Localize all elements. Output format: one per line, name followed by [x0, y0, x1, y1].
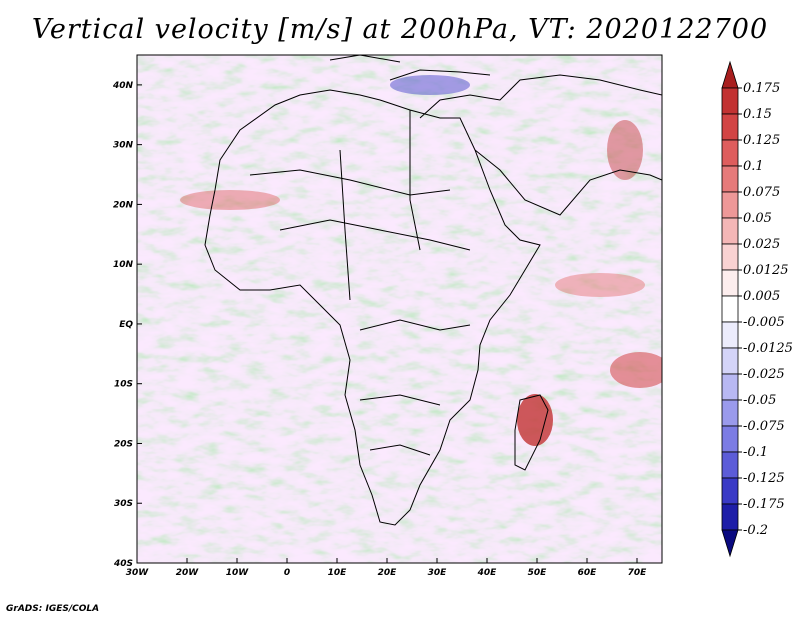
colorbar-swatch — [721, 139, 739, 167]
colorbar-label: 0.175 — [743, 81, 780, 96]
x-tick-label: 20W — [176, 568, 200, 578]
colorbar-swatch — [721, 217, 739, 245]
x-tick-label: 20E — [378, 568, 398, 578]
colorbar-label: -0.05 — [743, 393, 776, 408]
madagascar — [514, 394, 549, 471]
y-tick-label: 10N — [113, 260, 134, 270]
y-tick-label: 20S — [114, 439, 133, 449]
colorbar-label: 0.075 — [743, 185, 780, 200]
x-tick-label: 10E — [328, 568, 348, 578]
velocity-field — [137, 55, 662, 563]
colorbar-swatch — [721, 477, 739, 505]
x-tick-label: 50E — [528, 568, 548, 578]
colorbar-swatch — [721, 165, 739, 193]
colorbar-swatch — [721, 347, 739, 375]
plot-frame — [136, 54, 663, 564]
y-tick-label: 10S — [114, 380, 133, 390]
colorbar-max-arrow — [721, 60, 739, 89]
colorbar-label: 0.0125 — [743, 263, 789, 278]
colorbar: 0.175 0.15 0.125 0.1 0.075 0.05 0.025 0.0125 0.0… — [721, 60, 793, 558]
x-tick-label: 70E — [628, 568, 648, 578]
colorbar-label: -0.125 — [743, 471, 785, 486]
x-tick-label: 30E — [428, 568, 448, 578]
colorbar-label: -0.175 — [743, 497, 785, 512]
x-tick-label: 30W — [126, 568, 150, 578]
colorbar-label: -0.005 — [743, 315, 785, 330]
colorbar-swatch — [721, 451, 739, 479]
colorbar-swatch — [721, 295, 739, 323]
colorbar-label: 0.1 — [743, 159, 764, 174]
colorbar-swatch — [721, 425, 739, 453]
colorbar-swatch — [721, 503, 739, 531]
colorbar-swatch — [721, 399, 739, 427]
x-tick-label: 60E — [578, 568, 598, 578]
colorbar-swatch — [721, 191, 739, 219]
colorbar-swatch — [721, 321, 739, 349]
x-axis: 30W 20W 10W 0 10E 20E 30E 40E 50E 60E 70E — [126, 558, 647, 578]
x-tick-label: 0 — [284, 568, 290, 578]
colorbar-swatch — [721, 113, 739, 141]
colorbar-label: 0.025 — [743, 237, 780, 252]
y-tick-label: EQ — [119, 320, 133, 330]
coastlines — [204, 55, 662, 526]
cyclone-feature — [517, 394, 553, 446]
colorbar-label: -0.075 — [743, 419, 785, 434]
colorbar-label: 0.15 — [743, 107, 772, 122]
colorbar-label: -0.0125 — [743, 341, 793, 356]
colorbar-swatch — [721, 269, 739, 297]
chart-title: Vertical velocity [m/s] at 200hPa, VT: 2… — [31, 14, 769, 45]
y-tick-label: 30S — [114, 499, 133, 509]
colorbar-label: 0.125 — [743, 133, 780, 148]
y-tick-label: 30N — [113, 141, 134, 151]
grads-credit: GrADS: IGES/COLA — [6, 604, 100, 614]
colorbar-label: 0.005 — [743, 289, 780, 304]
colorbar-label: -0.2 — [743, 523, 768, 538]
colorbar-label: 0.05 — [743, 211, 772, 226]
colorbar-swatch — [721, 373, 739, 401]
y-tick-label: 40S — [113, 559, 133, 569]
colorbar-label: -0.025 — [743, 367, 785, 382]
colorbar-min-arrow — [721, 529, 739, 558]
colorbar-swatch — [721, 243, 739, 271]
colorbar-label: -0.1 — [743, 445, 768, 460]
x-tick-label: 40E — [477, 568, 498, 578]
y-tick-label: 20N — [113, 200, 134, 210]
y-tick-label: 40N — [112, 81, 134, 91]
y-axis: 40N 30N 20N 10N EQ 10S 20S 30S 40S — [112, 81, 142, 569]
colorbar-swatch — [721, 87, 739, 115]
x-tick-label: 10W — [226, 568, 250, 578]
